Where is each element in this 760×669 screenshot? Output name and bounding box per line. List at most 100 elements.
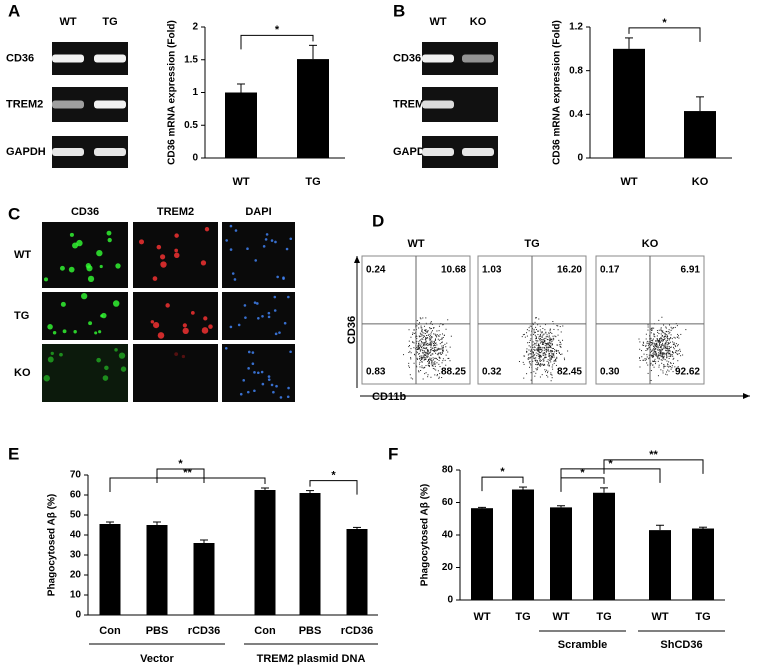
event-dot — [409, 374, 411, 376]
event-dot — [542, 358, 544, 360]
event-dot — [545, 354, 547, 356]
y-axis-label: Phagocytosed Aβ (%) — [47, 494, 58, 596]
event-dot — [666, 360, 668, 362]
event-dot — [659, 350, 661, 352]
event-dot — [559, 326, 561, 328]
event-dot — [654, 344, 656, 346]
event-dot — [528, 330, 530, 332]
event-dot — [533, 344, 535, 346]
event-dot — [420, 333, 422, 335]
cell — [204, 227, 210, 232]
event-dot — [670, 353, 672, 355]
event-dot — [650, 327, 652, 329]
event-dot — [427, 330, 429, 332]
event-dot — [441, 341, 443, 343]
event-dot — [666, 354, 668, 356]
event-dot — [438, 377, 440, 379]
event-dot — [420, 355, 422, 357]
event-dot — [549, 330, 551, 332]
cell — [278, 331, 281, 334]
gel-band — [52, 54, 84, 63]
event-dot — [430, 344, 432, 346]
event-dot — [564, 359, 566, 361]
event-dot — [443, 334, 445, 336]
event-dot — [536, 369, 538, 371]
event-dot — [548, 362, 550, 364]
event-dot — [556, 357, 558, 359]
event-dot — [534, 342, 536, 344]
event-dot — [664, 345, 666, 347]
event-dot — [665, 347, 667, 349]
event-dot — [552, 339, 554, 341]
event-dot — [422, 367, 424, 369]
x-tick-label: Con — [254, 625, 276, 637]
event-dot — [667, 350, 669, 352]
event-dot — [647, 372, 649, 374]
event-dot — [408, 346, 410, 348]
event-dot — [434, 338, 436, 340]
event-dot — [539, 365, 541, 367]
cell — [69, 232, 74, 237]
event-dot — [668, 355, 670, 357]
event-dot — [424, 347, 426, 349]
event-dot — [667, 338, 669, 340]
cell — [237, 323, 241, 327]
cell — [43, 277, 49, 282]
event-dot — [657, 360, 659, 362]
event-dot — [418, 346, 420, 348]
event-dot — [642, 359, 644, 361]
event-dot — [418, 348, 420, 350]
event-dot — [671, 351, 673, 353]
event-dot — [552, 364, 554, 366]
event-dot — [527, 354, 529, 356]
event-dot — [437, 338, 439, 340]
quadrant-value: 0.30 — [600, 367, 620, 378]
event-dot — [659, 354, 661, 356]
event-dot — [672, 327, 674, 329]
event-dot — [558, 352, 560, 354]
event-dot — [657, 352, 659, 354]
event-dot — [544, 348, 546, 350]
event-dot — [423, 359, 425, 361]
cell — [174, 252, 180, 259]
event-dot — [666, 356, 668, 358]
event-dot — [424, 359, 426, 361]
event-dot — [430, 354, 432, 356]
event-dot — [430, 338, 432, 340]
event-dot — [654, 336, 656, 338]
event-dot — [433, 347, 435, 349]
event-dot — [421, 361, 423, 363]
event-dot — [420, 369, 422, 371]
event-dot — [544, 324, 546, 326]
event-dot — [416, 347, 418, 349]
event-dot — [660, 352, 662, 354]
event-dot — [641, 356, 643, 358]
event-dot — [426, 344, 428, 346]
event-dot — [441, 333, 443, 335]
event-dot — [557, 344, 559, 346]
event-dot — [419, 361, 421, 363]
event-dot — [432, 345, 434, 347]
event-dot — [646, 349, 648, 351]
event-dot — [429, 328, 431, 330]
event-dot — [435, 352, 437, 354]
event-dot — [436, 375, 438, 377]
event-dot — [559, 344, 561, 346]
event-dot — [541, 348, 543, 350]
event-dot — [549, 353, 551, 355]
event-dot — [436, 330, 438, 332]
event-dot — [431, 347, 433, 349]
cell — [239, 392, 243, 396]
event-dot — [449, 360, 451, 362]
event-dot — [538, 348, 540, 350]
event-dot — [418, 371, 420, 373]
y-tick-label: 1.2 — [569, 22, 583, 33]
event-dot — [645, 359, 647, 361]
event-dot — [408, 340, 410, 342]
event-dot — [428, 352, 430, 354]
event-dot — [650, 379, 652, 381]
event-dot — [539, 340, 541, 342]
event-dot — [421, 333, 423, 335]
event-dot — [535, 317, 537, 319]
cell — [96, 357, 101, 363]
